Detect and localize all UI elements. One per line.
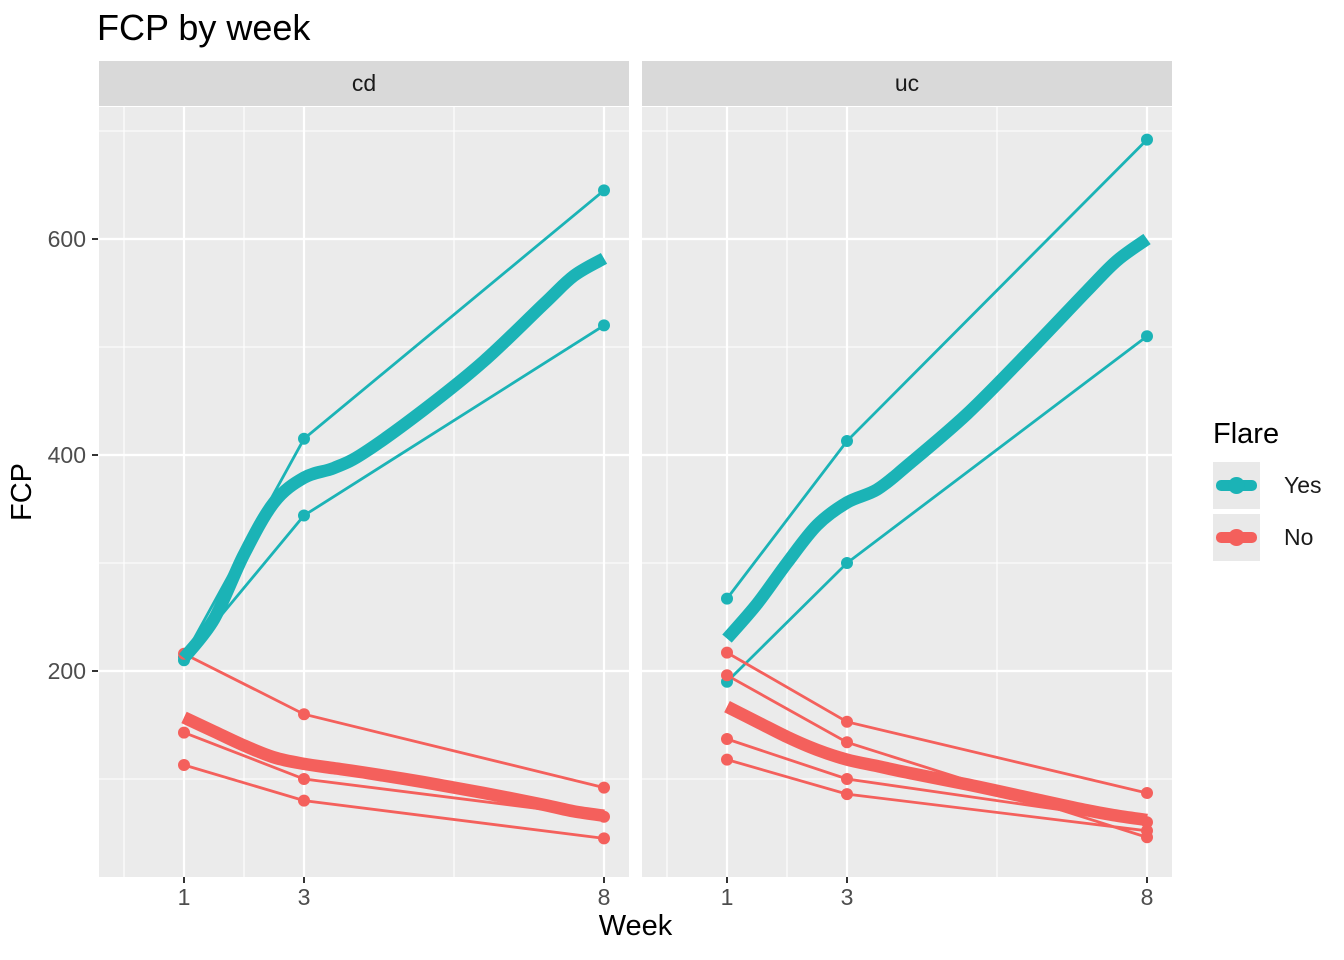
legend-label-no: No [1284,524,1314,550]
y-tick-label: 400 [47,442,86,468]
plot-title: FCP by week [97,7,311,48]
facet-panel-uc [642,107,1172,877]
y-tick-mark [92,454,98,456]
y-tick-label: 600 [47,226,86,252]
legend-label-yes: Yes [1284,472,1322,498]
facet-panel-uc-canvas [642,107,1172,877]
facet-strip-uc-label: uc [894,70,920,96]
legend-entry-no: No [1213,514,1343,561]
x-tick-label: 3 [297,884,311,910]
facet-strip-cd: cd [99,61,629,106]
x-tick-mark [183,877,185,883]
legend-entry-yes: Yes [1213,462,1343,509]
x-tick-label: 8 [597,884,611,910]
x-tick-mark [303,877,305,883]
x-tick-mark [726,877,728,883]
x-tick-label: 1 [177,884,191,910]
legend-title: Flare [1213,418,1280,450]
facet-strip-cd-label: cd [351,70,377,96]
legend: Flare Yes No [1213,418,1343,566]
x-tick-label: 8 [1140,884,1154,910]
legend-key-yes [1213,462,1260,509]
facet-panel-cd-canvas [99,107,629,877]
no-point-swatch [1228,529,1245,546]
y-tick-mark [92,238,98,240]
facet-strip-uc: uc [642,61,1172,106]
y-axis-title: FCP [6,463,38,521]
x-axis-title: Week [598,910,673,942]
y-tick-mark [92,670,98,672]
yes-point-swatch [1228,477,1245,494]
x-tick-mark [1146,877,1148,883]
x-tick-label: 1 [720,884,734,910]
x-tick-mark [603,877,605,883]
x-tick-label: 3 [840,884,854,910]
y-tick-label: 200 [47,658,86,684]
legend-key-no [1213,514,1260,561]
x-tick-mark [846,877,848,883]
facet-panel-cd [99,107,629,877]
